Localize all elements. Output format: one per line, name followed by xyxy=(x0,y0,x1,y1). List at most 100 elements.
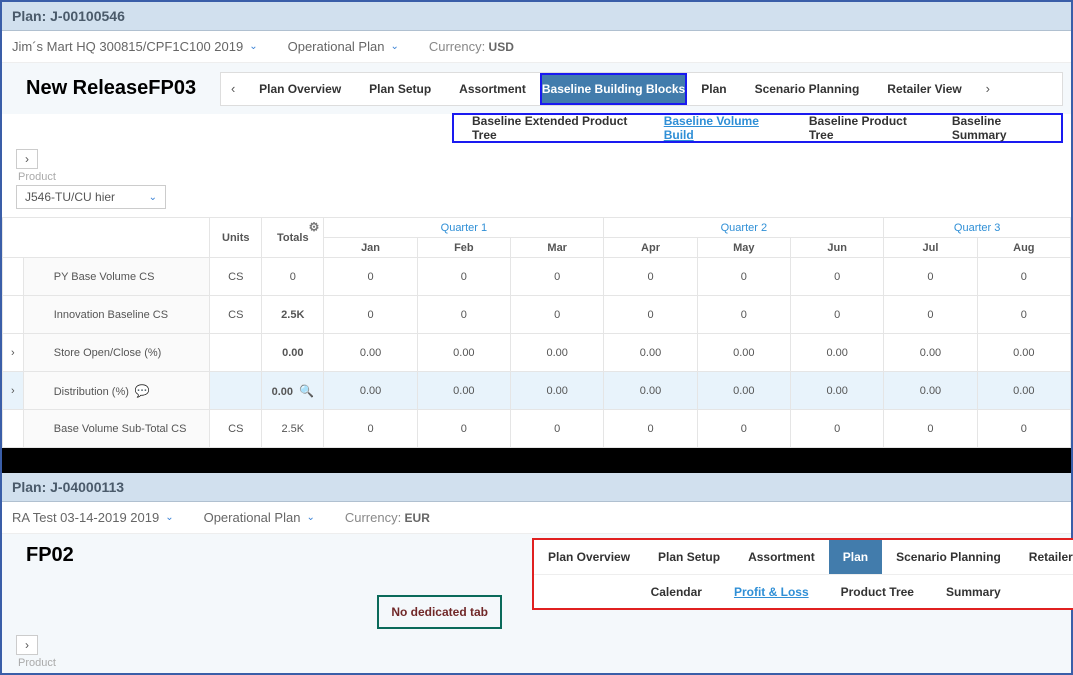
units-cell xyxy=(210,372,262,410)
subtab-profit-loss[interactable]: Profit & Loss xyxy=(718,585,825,599)
units-cell: CS xyxy=(210,410,262,448)
total-cell: 2.5K xyxy=(262,296,324,334)
quarter-3-header: Quarter 3 xyxy=(884,218,1071,238)
zoom-icon[interactable]: 🔍 xyxy=(299,384,314,398)
data-cell[interactable]: 0 xyxy=(511,296,604,334)
data-cell[interactable]: 0.00 xyxy=(697,334,790,372)
total-cell: 0.00🔍 xyxy=(262,372,324,410)
tab-scenario-planning[interactable]: Scenario Planning xyxy=(741,73,874,105)
data-cell[interactable]: 0.00 xyxy=(604,372,697,410)
data-cell[interactable]: 0 xyxy=(511,258,604,296)
totals-header: ⚙Totals xyxy=(262,218,324,258)
table-row: Base Volume Sub-Total CSCS2.5K00000000 xyxy=(3,410,1071,448)
data-cell[interactable]: 0.00 xyxy=(511,334,604,372)
total-cell: 0 xyxy=(262,258,324,296)
data-cell[interactable]: 0.00 xyxy=(884,334,977,372)
data-cell[interactable]: 0.00 xyxy=(977,372,1070,410)
month-feb: Feb xyxy=(417,238,510,258)
plan-type-selector[interactable]: Operational Plan ⌄ xyxy=(288,39,399,54)
data-cell[interactable]: 0.00 xyxy=(604,334,697,372)
data-cell[interactable]: 0 xyxy=(790,296,883,334)
row-expander xyxy=(3,296,24,334)
row-expander[interactable]: › xyxy=(3,334,24,372)
tab-plan-b[interactable]: Plan xyxy=(829,540,882,574)
data-cell[interactable]: 0.00 xyxy=(417,372,510,410)
tab-plan-overview[interactable]: Plan Overview xyxy=(245,73,355,105)
subtab-baseline-extended[interactable]: Baseline Extended Product Tree xyxy=(454,114,646,142)
plan-type-selector-bottom[interactable]: Operational Plan ⌄ xyxy=(204,510,315,525)
tab-plan-setup-b[interactable]: Plan Setup xyxy=(644,540,734,574)
expand-panel-button-bottom[interactable]: › xyxy=(16,635,38,655)
data-cell[interactable]: 0 xyxy=(977,410,1070,448)
tab-plan[interactable]: Plan xyxy=(687,73,740,105)
tab-assortment-b[interactable]: Assortment xyxy=(734,540,829,574)
tab-retailer-view-b[interactable]: Retailer View xyxy=(1015,540,1073,574)
account-selector[interactable]: Jim´s Mart HQ 300815/CPF1C100 2019 ⌄ xyxy=(12,39,258,54)
data-cell[interactable]: 0.00 xyxy=(511,372,604,410)
row-expander[interactable]: › xyxy=(3,372,24,410)
data-cell[interactable]: 0 xyxy=(604,296,697,334)
data-cell[interactable]: 0.00 xyxy=(790,334,883,372)
data-cell[interactable]: 0.00 xyxy=(697,372,790,410)
table-row: PY Base Volume CSCS000000000 xyxy=(3,258,1071,296)
data-cell[interactable]: 0 xyxy=(324,258,417,296)
subtab-baseline-volume-build[interactable]: Baseline Volume Build xyxy=(646,114,791,142)
data-cell[interactable]: 0 xyxy=(884,410,977,448)
table-row: ›Store Open/Close (%)0.000.000.000.000.0… xyxy=(3,334,1071,372)
data-cell[interactable]: 0.00 xyxy=(417,334,510,372)
data-cell[interactable]: 0 xyxy=(977,258,1070,296)
tab-next-button[interactable]: › xyxy=(976,81,1000,96)
data-cell[interactable]: 0 xyxy=(790,410,883,448)
quarter-2-header: Quarter 2 xyxy=(604,218,884,238)
account-selector-bottom[interactable]: RA Test 03-14-2019 2019 ⌄ xyxy=(12,510,174,525)
tab-assortment[interactable]: Assortment xyxy=(445,73,540,105)
data-cell[interactable]: 0 xyxy=(697,296,790,334)
subtab-summary[interactable]: Summary xyxy=(930,585,1017,599)
data-cell[interactable]: 0 xyxy=(697,410,790,448)
data-cell[interactable]: 0 xyxy=(604,410,697,448)
tab-prev-button[interactable]: ‹ xyxy=(221,81,245,96)
data-cell[interactable]: 0 xyxy=(977,296,1070,334)
tab-plan-overview-b[interactable]: Plan Overview xyxy=(534,540,644,574)
plan-header-top: Plan: J-00100546 xyxy=(2,2,1071,31)
data-cell[interactable]: 0.00 xyxy=(977,334,1070,372)
subtab-calendar[interactable]: Calendar xyxy=(635,585,718,599)
tab-plan-setup[interactable]: Plan Setup xyxy=(355,73,445,105)
subtab-product-tree[interactable]: Product Tree xyxy=(825,585,930,599)
row-expander xyxy=(3,258,24,296)
row-label: Distribution (%)💬 xyxy=(23,372,210,410)
row-label: Base Volume Sub-Total CS xyxy=(23,410,210,448)
data-cell[interactable]: 0 xyxy=(884,296,977,334)
chevron-down-icon: ⌄ xyxy=(249,41,257,52)
data-cell[interactable]: 0 xyxy=(417,296,510,334)
expand-panel-button[interactable]: › xyxy=(16,149,38,169)
release-annotation: New ReleaseFP03 xyxy=(2,63,220,114)
tab-scenario-planning-b[interactable]: Scenario Planning xyxy=(882,540,1015,574)
data-cell[interactable]: 0 xyxy=(604,258,697,296)
data-cell[interactable]: 0 xyxy=(324,410,417,448)
data-cell[interactable]: 0 xyxy=(697,258,790,296)
data-cell[interactable]: 0.00 xyxy=(324,334,417,372)
data-cell[interactable]: 0 xyxy=(417,410,510,448)
data-cell[interactable]: 0 xyxy=(790,258,883,296)
no-dedicated-tab-callout: No dedicated tab xyxy=(377,595,502,629)
data-cell[interactable]: 0 xyxy=(511,410,604,448)
product-dropdown[interactable]: J546-TU/CU hier ⌄ xyxy=(16,185,166,209)
subtab-baseline-summary[interactable]: Baseline Summary xyxy=(934,114,1061,142)
fp02-annotation: FP02 xyxy=(2,538,512,581)
tab-baseline-building-blocks[interactable]: Baseline Building Blocks xyxy=(540,73,687,105)
data-cell[interactable]: 0.00 xyxy=(324,372,417,410)
subtab-baseline-product-tree[interactable]: Baseline Product Tree xyxy=(791,114,934,142)
product-dropdown-value: J546-TU/CU hier xyxy=(25,190,115,204)
data-cell[interactable]: 0 xyxy=(324,296,417,334)
data-cell[interactable]: 0 xyxy=(417,258,510,296)
tab-retailer-view[interactable]: Retailer View xyxy=(873,73,975,105)
comment-icon[interactable]: 💬 xyxy=(135,384,150,398)
account-selector-label: RA Test 03-14-2019 2019 xyxy=(12,510,159,525)
data-cell[interactable]: 0.00 xyxy=(790,372,883,410)
panel-divider xyxy=(2,448,1071,473)
data-cell[interactable]: 0.00 xyxy=(884,372,977,410)
chevron-down-icon: ⌄ xyxy=(390,41,398,52)
gear-icon[interactable]: ⚙ xyxy=(309,220,320,234)
data-cell[interactable]: 0 xyxy=(884,258,977,296)
